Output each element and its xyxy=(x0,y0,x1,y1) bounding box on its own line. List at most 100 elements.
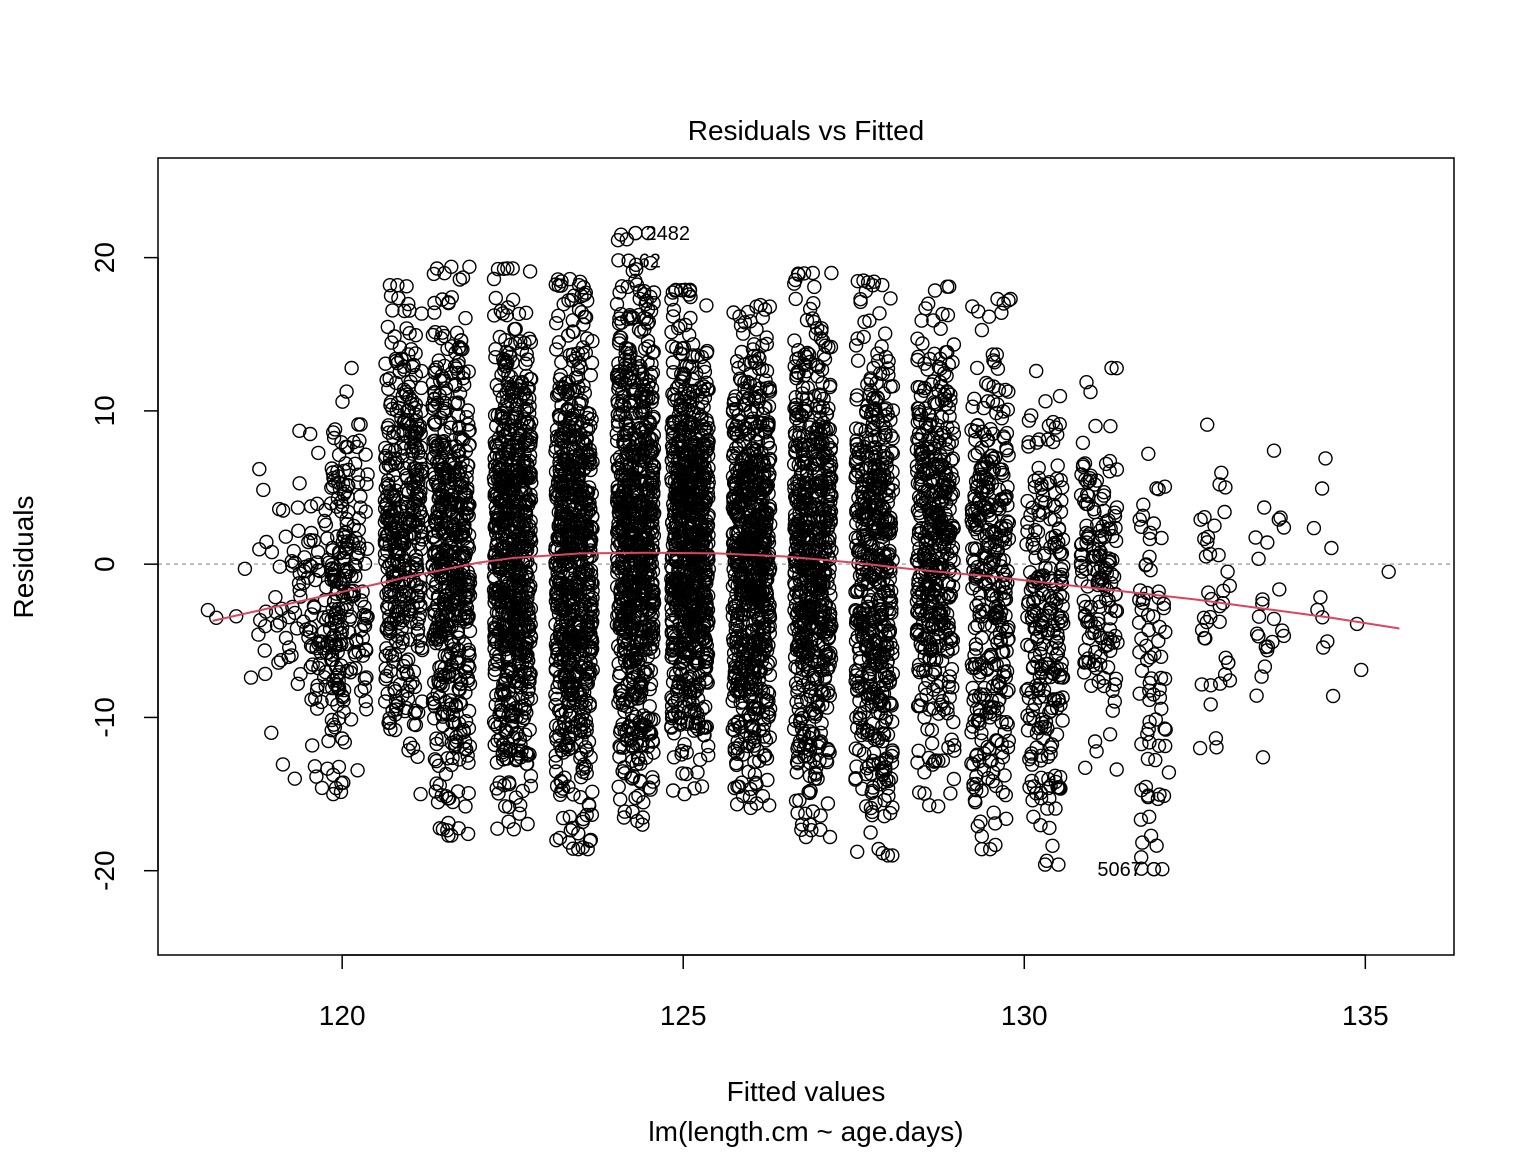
data-point xyxy=(449,654,464,669)
data-point xyxy=(330,697,345,712)
data-point xyxy=(408,367,424,383)
data-point xyxy=(451,444,467,459)
data-point xyxy=(311,445,326,461)
data-point xyxy=(442,790,457,806)
data-point xyxy=(382,484,397,499)
data-point xyxy=(444,540,459,555)
data-point xyxy=(407,706,422,721)
data-point xyxy=(452,682,467,697)
data-point xyxy=(402,326,417,341)
data-point xyxy=(378,661,393,676)
data-point xyxy=(523,768,539,784)
data-point xyxy=(444,290,459,305)
data-point xyxy=(434,659,449,674)
data-point xyxy=(451,570,466,585)
data-point xyxy=(334,658,349,673)
data-point xyxy=(355,648,371,663)
data-point xyxy=(455,270,471,285)
data-point xyxy=(350,546,366,561)
data-point xyxy=(292,583,307,598)
data-point xyxy=(453,696,469,712)
data-point xyxy=(258,666,273,682)
data-point xyxy=(335,731,350,746)
data-point xyxy=(444,366,459,381)
data-point xyxy=(401,743,416,758)
data-point xyxy=(411,445,426,460)
data-point xyxy=(344,360,359,376)
data-point xyxy=(549,342,564,357)
data-point xyxy=(324,612,339,627)
data-point xyxy=(410,463,425,478)
data-point xyxy=(325,540,340,556)
data-point xyxy=(461,755,476,770)
data-point xyxy=(390,356,405,371)
data-point xyxy=(427,295,442,311)
data-point xyxy=(549,833,564,848)
data-point xyxy=(458,310,473,326)
data-point xyxy=(460,748,475,763)
data-point xyxy=(458,714,474,729)
data-point xyxy=(438,667,453,683)
data-point xyxy=(388,475,404,490)
data-point xyxy=(394,621,409,636)
data-point xyxy=(432,821,447,836)
data-point xyxy=(357,671,373,687)
data-point xyxy=(310,555,325,570)
data-point xyxy=(327,473,342,488)
data-point xyxy=(453,497,468,512)
data-point xyxy=(522,722,537,738)
data-point xyxy=(407,556,422,571)
data-point xyxy=(389,698,404,714)
data-point xyxy=(512,806,527,821)
data-point xyxy=(278,529,293,544)
data-point xyxy=(334,435,349,450)
data-point xyxy=(458,664,473,680)
data-point xyxy=(381,458,396,473)
data-point xyxy=(360,467,375,482)
data-point xyxy=(687,781,702,796)
data-point xyxy=(518,305,534,320)
data-point xyxy=(449,733,464,749)
data-point xyxy=(427,449,442,464)
data-point xyxy=(378,553,393,569)
data-point xyxy=(638,341,653,356)
data-point xyxy=(326,425,341,440)
data-point xyxy=(431,524,446,539)
data-point xyxy=(394,499,409,514)
data-point xyxy=(326,430,342,446)
data-point xyxy=(453,676,468,692)
data-point xyxy=(321,733,336,749)
data-point xyxy=(461,527,477,543)
data-point xyxy=(387,443,403,458)
data-point xyxy=(436,571,452,586)
data-point xyxy=(425,327,441,343)
data-point xyxy=(314,780,330,796)
data-point xyxy=(357,599,372,615)
data-point xyxy=(386,508,401,523)
data-point xyxy=(440,544,455,559)
data-point xyxy=(391,291,406,306)
data-point xyxy=(383,288,399,303)
data-point xyxy=(443,519,458,534)
data-point xyxy=(438,386,453,401)
data-point xyxy=(458,799,473,814)
data-point xyxy=(444,488,459,503)
data-point xyxy=(451,655,466,671)
data-point xyxy=(306,599,322,614)
data-point xyxy=(426,434,441,449)
data-point xyxy=(336,775,351,790)
data-point xyxy=(326,767,341,783)
data-point xyxy=(427,365,443,380)
data-point xyxy=(384,335,399,350)
data-point xyxy=(256,482,271,498)
data-point xyxy=(327,422,343,437)
data-point xyxy=(383,721,398,737)
data-point xyxy=(429,261,445,276)
data-point xyxy=(378,356,393,371)
data-point xyxy=(448,376,463,392)
data-point xyxy=(450,395,466,410)
data-point xyxy=(451,630,466,645)
data-point xyxy=(303,499,319,514)
data-point xyxy=(331,673,346,689)
data-point xyxy=(460,826,476,842)
